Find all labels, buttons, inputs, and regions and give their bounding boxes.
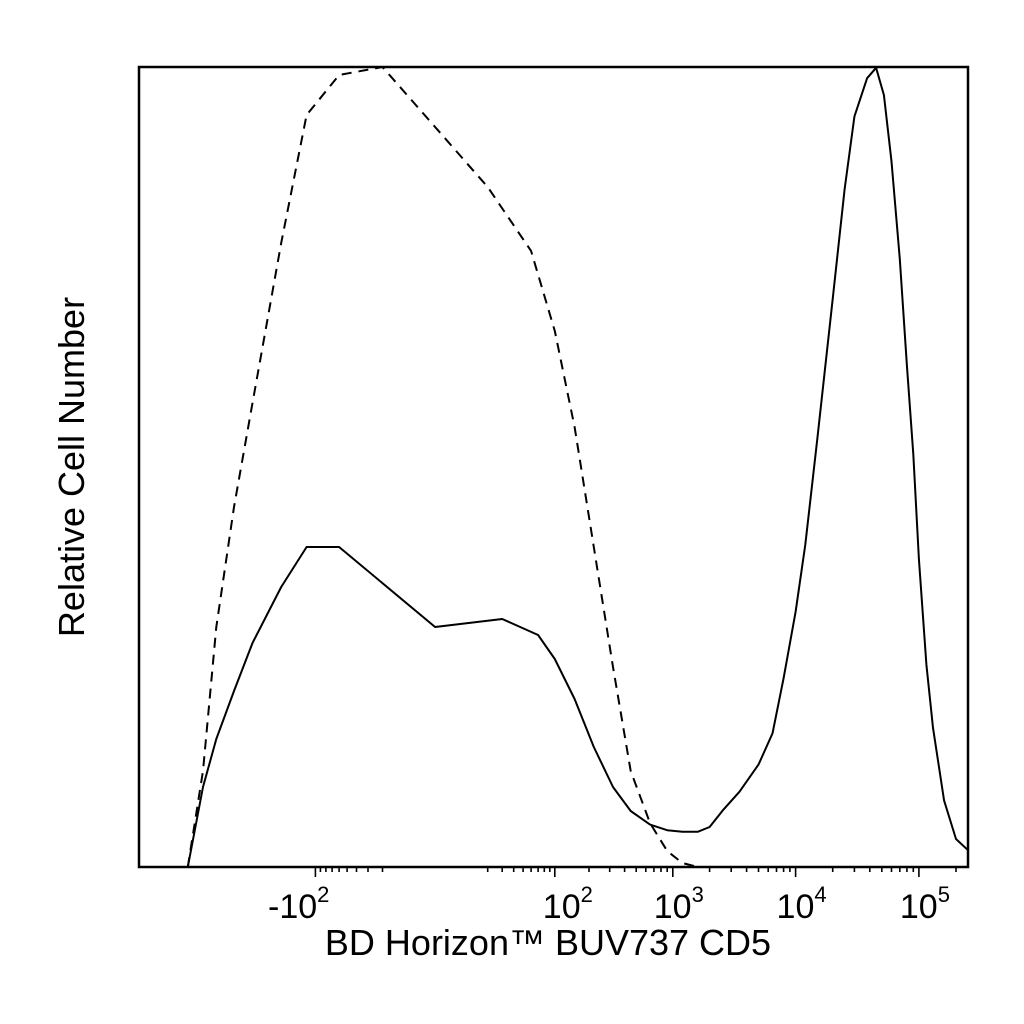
series-layer [186, 66, 969, 868]
x-tick-label: 103 [654, 882, 704, 926]
x-tick-label: 102 [543, 882, 593, 926]
x-axis-label: BD Horizon™ BUV737 CD5 [325, 922, 771, 963]
stained-sample-curve [186, 66, 969, 868]
x-tick-label: -102 [268, 882, 329, 926]
y-axis-label: Relative Cell Number [51, 297, 92, 637]
plot-frame [137, 65, 970, 869]
tick-layer [314, 867, 957, 877]
isotype-control-curve [186, 66, 698, 868]
tick-label-layer: -102 102 103 104 105 [268, 882, 950, 926]
x-tick-label: 104 [777, 882, 827, 926]
x-tick-label: 105 [900, 882, 950, 926]
